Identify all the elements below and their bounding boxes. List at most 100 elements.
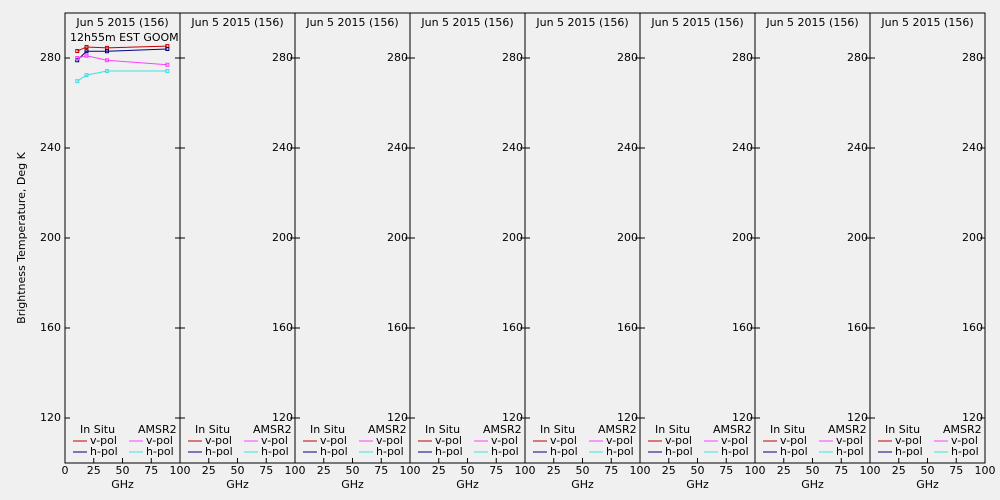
legend-heading: AMSR2 [368, 423, 407, 436]
y-tick-label: 160 [617, 321, 638, 334]
y-axis-label: Brightness Temperature, Deg K [15, 151, 28, 323]
panel-title: Jun 5 2015 (156) [650, 16, 743, 29]
legend-heading: AMSR2 [943, 423, 982, 436]
legend-heading: In Situ [770, 423, 805, 436]
y-tick-label: 120 [40, 411, 61, 424]
y-tick-label: 120 [732, 411, 753, 424]
legend-label: h-pol [146, 445, 174, 458]
x-axis-label: GHz [686, 478, 709, 491]
x-tick-label: 100 [515, 464, 536, 477]
legend-label: h-pol [261, 445, 289, 458]
legend-heading: In Situ [310, 423, 345, 436]
panel-title: Jun 5 2015 (156) [75, 16, 168, 29]
legend-label: v-pol [435, 434, 462, 447]
legend-label: v-pol [665, 434, 692, 447]
y-tick-label: 120 [502, 411, 523, 424]
y-tick-label: 200 [272, 231, 293, 244]
panel-frame [64, 12, 181, 464]
legend-heading: In Situ [195, 423, 230, 436]
y-tick-label: 200 [732, 231, 753, 244]
y-tick-label: 240 [617, 141, 638, 154]
legend-heading: AMSR2 [483, 423, 522, 436]
point-marker [84, 53, 89, 58]
x-tick-label: 100 [285, 464, 306, 477]
point-marker [104, 49, 109, 54]
y-tick-label: 240 [40, 141, 61, 154]
legend-label: h-pol [606, 445, 634, 458]
x-tick-label: 75 [604, 464, 618, 477]
x-tick-label: 50 [691, 464, 705, 477]
point-marker [84, 44, 89, 49]
legend-label: v-pol [205, 434, 232, 447]
legend-label: h-pol [836, 445, 864, 458]
panel-title: Jun 5 2015 (156) [880, 16, 973, 29]
y-tick-label: 160 [40, 321, 61, 334]
point-marker [84, 73, 89, 78]
x-tick-label: 25 [892, 464, 906, 477]
x-tick-label: 100 [630, 464, 651, 477]
y-tick-label: 120 [962, 411, 983, 424]
x-tick-label: 25 [87, 464, 101, 477]
legend-heading: In Situ [80, 423, 115, 436]
legend-label: v-pol [376, 434, 403, 447]
legend-label: v-pol [780, 434, 807, 447]
x-axis-label: GHz [916, 478, 939, 491]
y-tick-label: 160 [847, 321, 868, 334]
x-tick-label: 50 [116, 464, 130, 477]
legend-label: v-pol [895, 434, 922, 447]
legend-label: v-pol [146, 434, 173, 447]
y-tick-label: 280 [387, 51, 408, 64]
y-tick-label: 240 [732, 141, 753, 154]
x-tick-label: 75 [144, 464, 158, 477]
panel-subtitle: 12h55m EST GOOM [70, 31, 179, 44]
series-line [77, 45, 168, 52]
legend-label: h-pol [376, 445, 404, 458]
x-tick-label: 75 [719, 464, 733, 477]
y-tick-label: 120 [387, 411, 408, 424]
x-tick-label: 50 [921, 464, 935, 477]
y-tick-label: 280 [732, 51, 753, 64]
series-line [77, 55, 168, 66]
y-tick-label: 120 [847, 411, 868, 424]
y-tick-label: 240 [387, 141, 408, 154]
x-tick-label: 75 [374, 464, 388, 477]
y-tick-label: 160 [502, 321, 523, 334]
x-axis-label: GHz [801, 478, 824, 491]
legend-label: v-pol [320, 434, 347, 447]
legend-label: h-pol [491, 445, 519, 458]
x-tick-label: 75 [489, 464, 503, 477]
panel-title: Jun 5 2015 (156) [190, 16, 283, 29]
legend-label: v-pol [550, 434, 577, 447]
legend-label: v-pol [261, 434, 288, 447]
x-axis-label: GHz [226, 478, 249, 491]
y-tick-label: 240 [847, 141, 868, 154]
x-tick-label: 25 [777, 464, 791, 477]
y-tick-label: 240 [272, 141, 293, 154]
point-marker [104, 69, 109, 74]
legend-label: v-pol [951, 434, 978, 447]
legend-heading: AMSR2 [598, 423, 637, 436]
legend-label: v-pol [491, 434, 518, 447]
x-tick-label: 25 [547, 464, 561, 477]
y-tick-label: 200 [617, 231, 638, 244]
x-tick-label: 25 [662, 464, 676, 477]
legend-label: h-pol [895, 445, 923, 458]
y-tick-label: 200 [40, 231, 61, 244]
x-axis-label: GHz [111, 478, 134, 491]
x-tick-label: 100 [400, 464, 421, 477]
legend-label: h-pol [320, 445, 348, 458]
legend-heading: AMSR2 [138, 423, 177, 436]
panel-title: Jun 5 2015 (156) [420, 16, 513, 29]
legend-label: h-pol [780, 445, 808, 458]
x-tick-label: 25 [317, 464, 331, 477]
point-marker [75, 58, 80, 63]
y-tick-label: 200 [962, 231, 983, 244]
legend-label: v-pol [721, 434, 748, 447]
y-tick-label: 120 [272, 411, 293, 424]
series-line [76, 48, 168, 61]
point-marker [84, 49, 89, 54]
x-tick-label: 100 [860, 464, 881, 477]
y-tick-label: 160 [272, 321, 293, 334]
y-tick-label: 240 [502, 141, 523, 154]
y-tick-label: 280 [272, 51, 293, 64]
